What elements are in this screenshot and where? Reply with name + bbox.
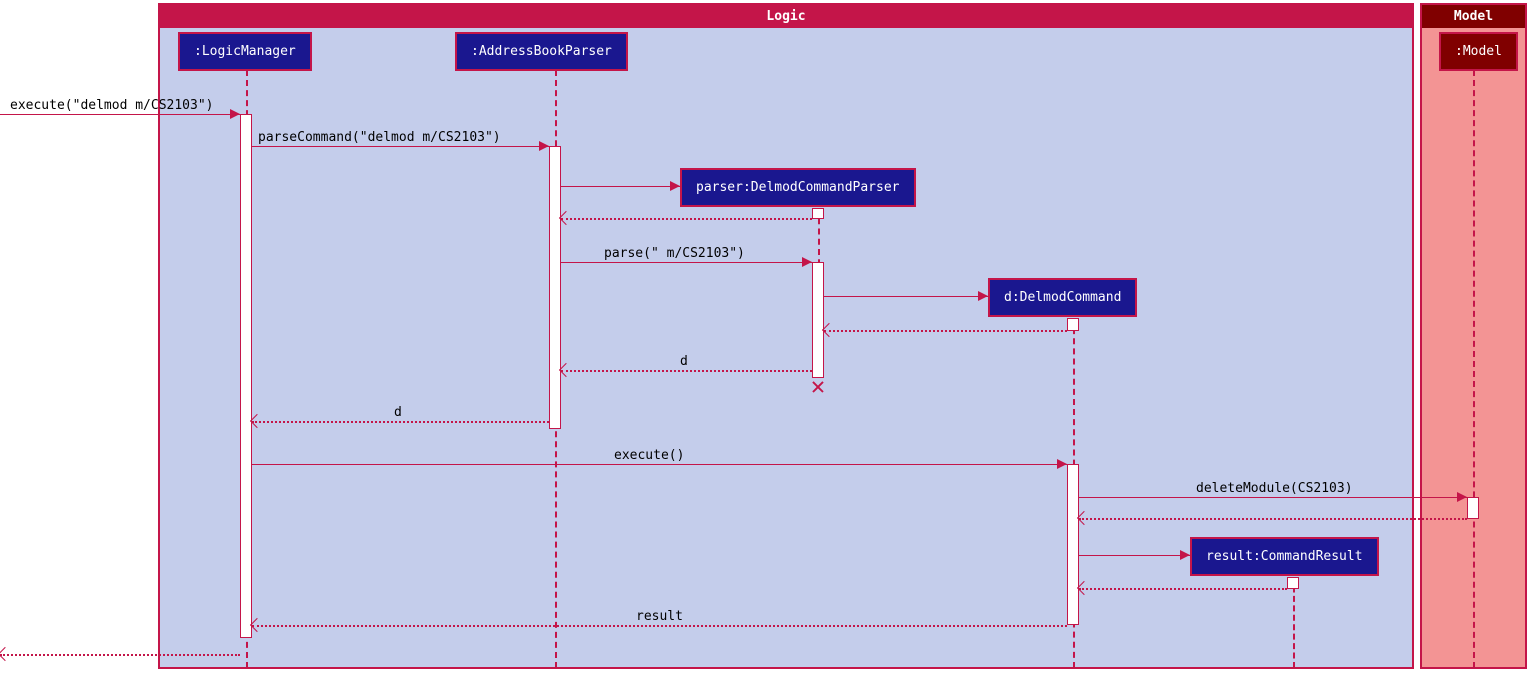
logic-frame-title: Logic: [160, 5, 1412, 28]
activation-4: [1067, 318, 1079, 331]
message-label-1: parseCommand("delmod m/CS2103"): [258, 130, 501, 145]
participant-logicMgr: :LogicManager: [178, 32, 312, 71]
message-line-6: [824, 330, 1067, 332]
message-line-13: [1079, 588, 1287, 590]
arrowhead-2: [670, 181, 680, 191]
message-line-12: [1079, 555, 1190, 556]
arrowhead-1: [539, 141, 549, 151]
message-label-4: parse(" m/CS2103"): [604, 246, 745, 261]
arrowhead-15: [0, 647, 12, 661]
message-line-11: [1079, 518, 1467, 520]
message-line-0: [0, 114, 240, 115]
arrowhead-5: [978, 291, 988, 301]
arrowhead-12: [1180, 550, 1190, 560]
activation-0: [240, 114, 252, 638]
message-label-7: d: [680, 354, 688, 369]
participant-dcp: parser:DelmodCommandParser: [680, 168, 916, 207]
message-label-10: deleteModule(CS2103): [1196, 481, 1353, 496]
participant-result: result:CommandResult: [1190, 537, 1379, 576]
participant-parser: :AddressBookParser: [455, 32, 628, 71]
destroy-icon: ✕: [806, 374, 830, 398]
activation-6: [1287, 577, 1299, 589]
message-line-10: [1079, 497, 1467, 498]
participant-cmd: d:DelmodCommand: [988, 278, 1137, 317]
arrowhead-9: [1057, 459, 1067, 469]
participant-model: :Model: [1439, 32, 1518, 71]
message-line-2: [561, 186, 680, 187]
model-frame-title: Model: [1422, 5, 1525, 28]
activation-7: [1467, 497, 1479, 519]
activation-3: [812, 262, 824, 378]
message-label-9: execute(): [614, 448, 684, 463]
arrowhead-0: [230, 109, 240, 119]
message-line-9: [252, 464, 1067, 465]
message-label-8: d: [394, 405, 402, 420]
lifeline-model: [1473, 70, 1475, 668]
message-line-5: [824, 296, 988, 297]
message-label-0: execute("delmod m/CS2103"): [10, 98, 214, 113]
arrowhead-4: [802, 257, 812, 267]
message-line-4: [561, 262, 812, 263]
message-line-7: [561, 370, 812, 372]
message-line-15: [0, 654, 240, 656]
lifeline-result: [1293, 577, 1295, 668]
message-line-1: [252, 146, 549, 147]
message-line-8: [252, 421, 549, 423]
message-label-14: result: [636, 609, 683, 624]
activation-2: [812, 208, 824, 219]
activation-1: [549, 146, 561, 429]
message-line-3: [561, 218, 812, 220]
activation-5: [1067, 464, 1079, 625]
message-line-14: [252, 625, 1067, 627]
arrowhead-10: [1457, 492, 1467, 502]
